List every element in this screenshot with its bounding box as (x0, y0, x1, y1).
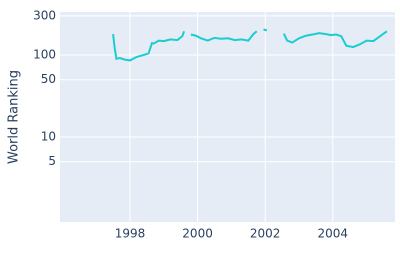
y-tick-label: 5 (48, 154, 56, 168)
x-tick-label: 2002 (250, 227, 281, 241)
ranking-line (112, 28, 388, 62)
y-tick-label: 10 (41, 130, 56, 144)
y-tick-label: 50 (41, 72, 56, 86)
y-tick-label: 100 (33, 48, 56, 62)
plot-area (60, 12, 395, 222)
x-tick-label: 2000 (182, 227, 213, 241)
y-axis-label: World Ranking (7, 70, 22, 164)
y-tick-label: 300 (33, 8, 56, 22)
x-tick-label: 1998 (115, 227, 146, 241)
x-tick-label: 2004 (318, 227, 349, 241)
